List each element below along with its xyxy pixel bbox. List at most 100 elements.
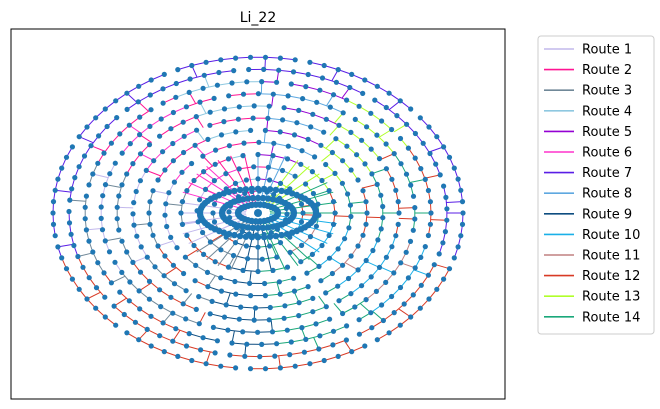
route-segment: [92, 173, 109, 179]
route-segment: [398, 217, 415, 220]
customer-node: [236, 316, 242, 322]
customer-node: [80, 264, 86, 270]
customer-node: [303, 84, 309, 90]
customer-node: [98, 215, 104, 221]
customer-node: [344, 97, 350, 103]
customer-node: [460, 210, 466, 216]
customer-node: [170, 109, 176, 116]
customer-node: [191, 242, 197, 249]
customer-node: [247, 366, 254, 372]
customer-node: [114, 115, 120, 121]
customer-node: [232, 240, 239, 246]
customer-node: [321, 357, 327, 364]
customer-node: [372, 97, 378, 103]
customer-node: [131, 222, 137, 228]
customer-node: [179, 199, 186, 205]
customer-node: [362, 343, 368, 349]
customer-node: [287, 352, 293, 358]
customer-node: [193, 114, 199, 120]
customer-node: [180, 301, 186, 307]
customer-node: [398, 260, 404, 266]
customer-node: [201, 72, 207, 78]
customer-node: [150, 232, 156, 238]
customer-node: [407, 238, 414, 244]
customer-node: [323, 161, 329, 168]
depot-spoke: [269, 191, 334, 211]
customer-node: [218, 288, 225, 294]
customer-node: [201, 169, 207, 175]
customer-node: [310, 190, 316, 197]
customer-node: [349, 71, 355, 77]
customer-node: [310, 111, 316, 117]
customer-node: [397, 98, 403, 104]
customer-node: [455, 244, 461, 250]
customer-node: [196, 294, 202, 300]
customer-node: [379, 302, 385, 308]
customer-node: [261, 66, 267, 72]
customer-node: [348, 129, 354, 135]
customer-node: [198, 347, 204, 353]
customer-node: [397, 284, 404, 291]
customer-node: [211, 95, 217, 101]
customer-node: [249, 194, 257, 202]
customer-node: [175, 353, 181, 359]
customer-node: [368, 146, 374, 152]
customer-node: [299, 242, 305, 248]
customer-node: [147, 92, 153, 98]
customer-node: [359, 137, 365, 143]
customer-node: [380, 203, 386, 210]
customer-node: [330, 328, 337, 334]
customer-node: [370, 247, 376, 254]
customer-node: [376, 156, 383, 162]
customer-node: [84, 124, 90, 130]
customer-node: [408, 182, 414, 188]
customer-node: [161, 71, 167, 77]
customer-node: [130, 211, 136, 217]
route-segment: [55, 189, 72, 193]
customer-node: [225, 156, 232, 162]
customer-node: [259, 256, 265, 262]
customer-node: [96, 133, 102, 139]
customer-node: [214, 82, 220, 88]
customer-node: [431, 262, 437, 268]
route-segment: [366, 216, 383, 219]
customer-node: [267, 177, 273, 183]
customer-node: [405, 145, 411, 151]
customer-node: [212, 350, 218, 356]
customer-node: [323, 290, 329, 296]
customer-node: [277, 365, 283, 371]
customer-node: [63, 266, 70, 272]
customer-node: [312, 154, 318, 160]
customer-node: [251, 164, 257, 170]
customer-node: [162, 253, 168, 259]
customer-node: [410, 292, 416, 298]
nodes-layer: [50, 54, 466, 372]
customer-node: [218, 275, 224, 281]
customer-node: [171, 179, 177, 185]
customer-node: [114, 216, 120, 222]
route-segment: [334, 215, 351, 217]
customer-node: [296, 107, 302, 113]
route-segment: [446, 201, 463, 203]
customer-node: [282, 303, 288, 309]
customer-node: [278, 231, 285, 239]
customer-node: [319, 177, 325, 184]
route-segment: [350, 201, 367, 204]
customer-node: [279, 167, 286, 174]
customer-node: [249, 224, 257, 232]
customer-node: [305, 284, 311, 290]
customer-node: [363, 199, 369, 205]
customer-node: [218, 132, 225, 138]
customer-node: [277, 180, 284, 186]
customer-node: [259, 194, 267, 202]
customer-node: [319, 242, 325, 249]
customer-node: [59, 165, 65, 171]
customer-node: [183, 343, 190, 349]
route-segment: [430, 219, 447, 221]
customer-node: [422, 244, 428, 250]
customer-node: [269, 223, 277, 230]
customer-node: [226, 93, 232, 99]
customer-node: [82, 204, 88, 210]
customer-node: [330, 342, 336, 348]
customer-node: [146, 210, 152, 216]
